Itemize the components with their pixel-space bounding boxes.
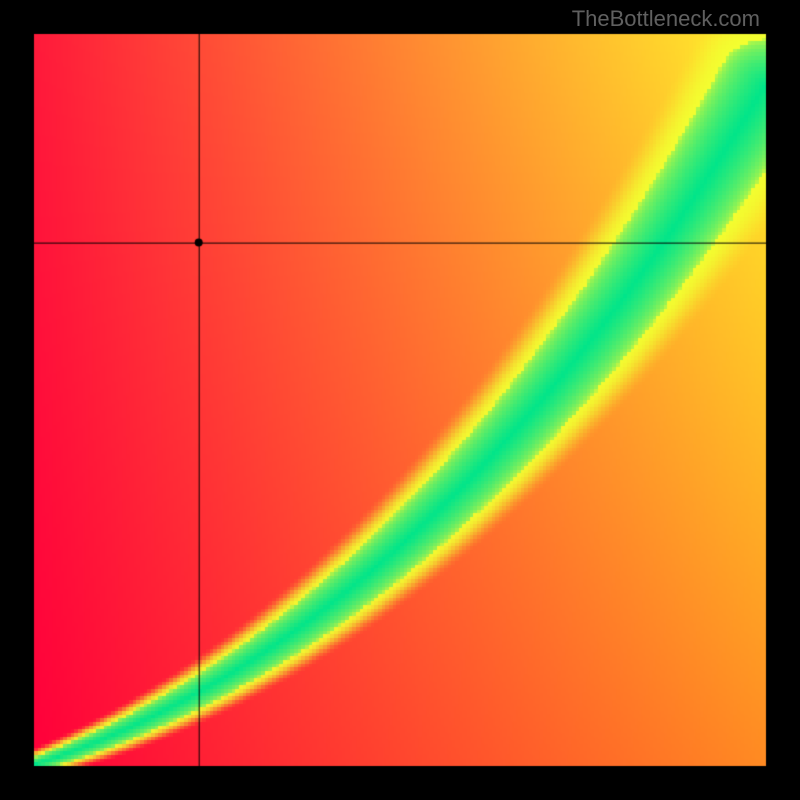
chart-root: TheBottleneck.com [0, 0, 800, 800]
watermark-text: TheBottleneck.com [572, 6, 760, 32]
heatmap-canvas [0, 0, 800, 800]
